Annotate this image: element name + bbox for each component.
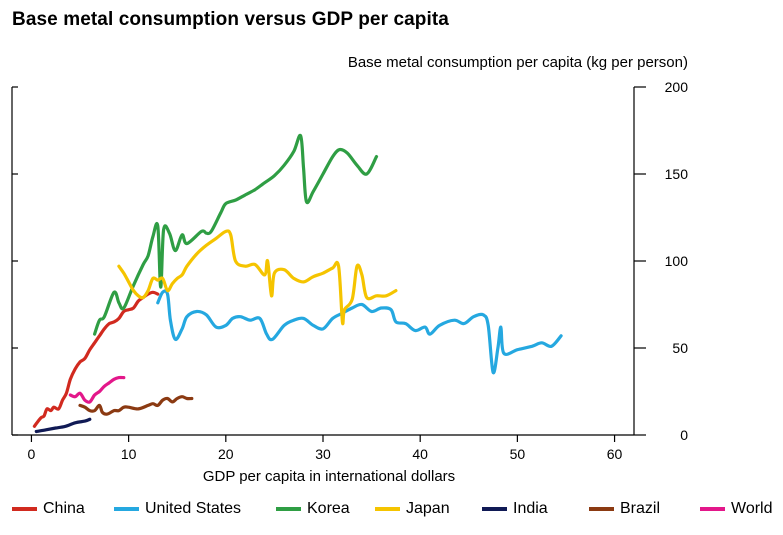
x-tick-label: 60 xyxy=(607,446,623,462)
legend-label: China xyxy=(43,500,85,517)
legend-item-india: India xyxy=(482,500,548,518)
y-tick-label: 150 xyxy=(665,166,689,182)
legend-swatch xyxy=(482,507,507,511)
legend-swatch xyxy=(375,507,400,511)
x-tick-label: 0 xyxy=(28,446,36,462)
x-tick-label: 20 xyxy=(218,446,234,462)
y-tick-label: 100 xyxy=(665,253,689,269)
series-line-china xyxy=(32,290,160,428)
series-line-india xyxy=(34,417,92,434)
legend-item-brazil: Brazil xyxy=(589,500,660,518)
legend-label: Korea xyxy=(307,500,350,517)
legend-label: World xyxy=(731,500,773,517)
series-line-japan xyxy=(117,229,398,326)
y-tick-label: 200 xyxy=(665,79,689,95)
series-line-korea xyxy=(93,133,379,336)
legend-swatch xyxy=(589,507,614,511)
legend-item-japan: Japan xyxy=(375,500,450,518)
legend-swatch xyxy=(12,507,37,511)
y-axis-label: Base metal consumption per capita (kg pe… xyxy=(348,54,688,71)
legend-item-china: China xyxy=(12,500,85,518)
legend-label: Brazil xyxy=(620,500,661,517)
x-axis-label: GDP per capita in international dollars xyxy=(203,468,455,485)
y-tick-label: 0 xyxy=(680,427,688,443)
legend: China United States Korea Japan India Brazil W… xyxy=(12,500,783,522)
legend-swatch xyxy=(700,507,725,511)
legend-label: Japan xyxy=(406,500,450,517)
x-tick-label: 40 xyxy=(412,446,428,462)
series-line-brazil xyxy=(78,395,194,416)
legend-swatch xyxy=(114,507,139,511)
chart-title: Base metal consumption versus GDP per ca… xyxy=(12,9,449,30)
legend-label: United States xyxy=(145,500,242,517)
x-tick-label: 10 xyxy=(121,446,137,462)
x-tick-label: 50 xyxy=(510,446,526,462)
legend-item-korea: Korea xyxy=(276,500,350,518)
series-layer xyxy=(32,133,563,434)
legend-item-united-states: United States xyxy=(114,500,241,518)
legend-item-world: World xyxy=(700,500,773,518)
legend-label: India xyxy=(513,500,548,517)
axes-layer: 0 50 100 150 200 0 10 20 30 40 50 60 Base metal cons… xyxy=(11,54,689,485)
series-line-world xyxy=(68,375,126,404)
legend-swatch xyxy=(276,507,301,511)
series-line-united-states xyxy=(156,289,563,375)
x-tick-label: 30 xyxy=(315,446,331,462)
y-tick-label: 50 xyxy=(672,340,688,356)
